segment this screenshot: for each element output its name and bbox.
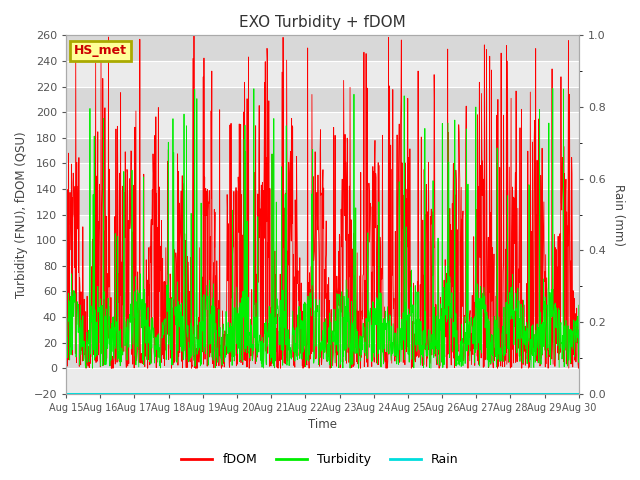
Bar <box>66 36 579 61</box>
fDOM <box>403 349 410 355</box>
Turbidity <box>88 365 96 371</box>
Turbidity <box>164 285 172 290</box>
Bar <box>66 343 579 368</box>
fDOM <box>62 354 70 360</box>
Bar <box>66 189 579 215</box>
Bar <box>66 86 579 112</box>
fDOM <box>515 345 522 351</box>
Rain <box>402 391 410 396</box>
Bar <box>66 112 579 138</box>
Y-axis label: Rain (mm): Rain (mm) <box>612 183 625 246</box>
X-axis label: Time: Time <box>308 419 337 432</box>
fDOM <box>190 33 198 38</box>
Rain <box>176 391 184 396</box>
fDOM <box>82 365 90 371</box>
Turbidity <box>177 344 184 349</box>
Bar <box>66 138 579 163</box>
Bar <box>66 163 579 189</box>
Bar <box>66 240 579 266</box>
fDOM <box>575 359 582 364</box>
Turbidity <box>402 294 410 300</box>
Turbidity <box>469 340 477 346</box>
Bar <box>66 317 579 343</box>
Rain <box>468 391 476 396</box>
Turbidity <box>234 311 242 316</box>
Bar <box>66 368 579 394</box>
Legend: fDOM, Turbidity, Rain: fDOM, Turbidity, Rain <box>176 448 464 471</box>
Text: HS_met: HS_met <box>74 44 127 57</box>
Line: Turbidity: Turbidity <box>66 88 579 368</box>
Rain <box>164 391 172 396</box>
Turbidity <box>549 85 557 91</box>
Y-axis label: Turbidity (FNU), fDOM (QSU): Turbidity (FNU), fDOM (QSU) <box>15 131 28 298</box>
Rain <box>575 391 582 396</box>
Turbidity <box>575 302 582 308</box>
fDOM <box>177 228 184 234</box>
Rain <box>514 391 522 396</box>
Title: EXO Turbidity + fDOM: EXO Turbidity + fDOM <box>239 15 406 30</box>
Turbidity <box>62 348 70 354</box>
Rain <box>234 391 241 396</box>
Bar <box>66 61 579 86</box>
Line: fDOM: fDOM <box>66 36 579 368</box>
Bar <box>66 215 579 240</box>
fDOM <box>164 271 172 277</box>
fDOM <box>234 174 242 180</box>
fDOM <box>470 325 477 331</box>
Bar <box>66 266 579 291</box>
Turbidity <box>515 336 522 341</box>
Bar <box>66 291 579 317</box>
Rain <box>62 391 70 396</box>
